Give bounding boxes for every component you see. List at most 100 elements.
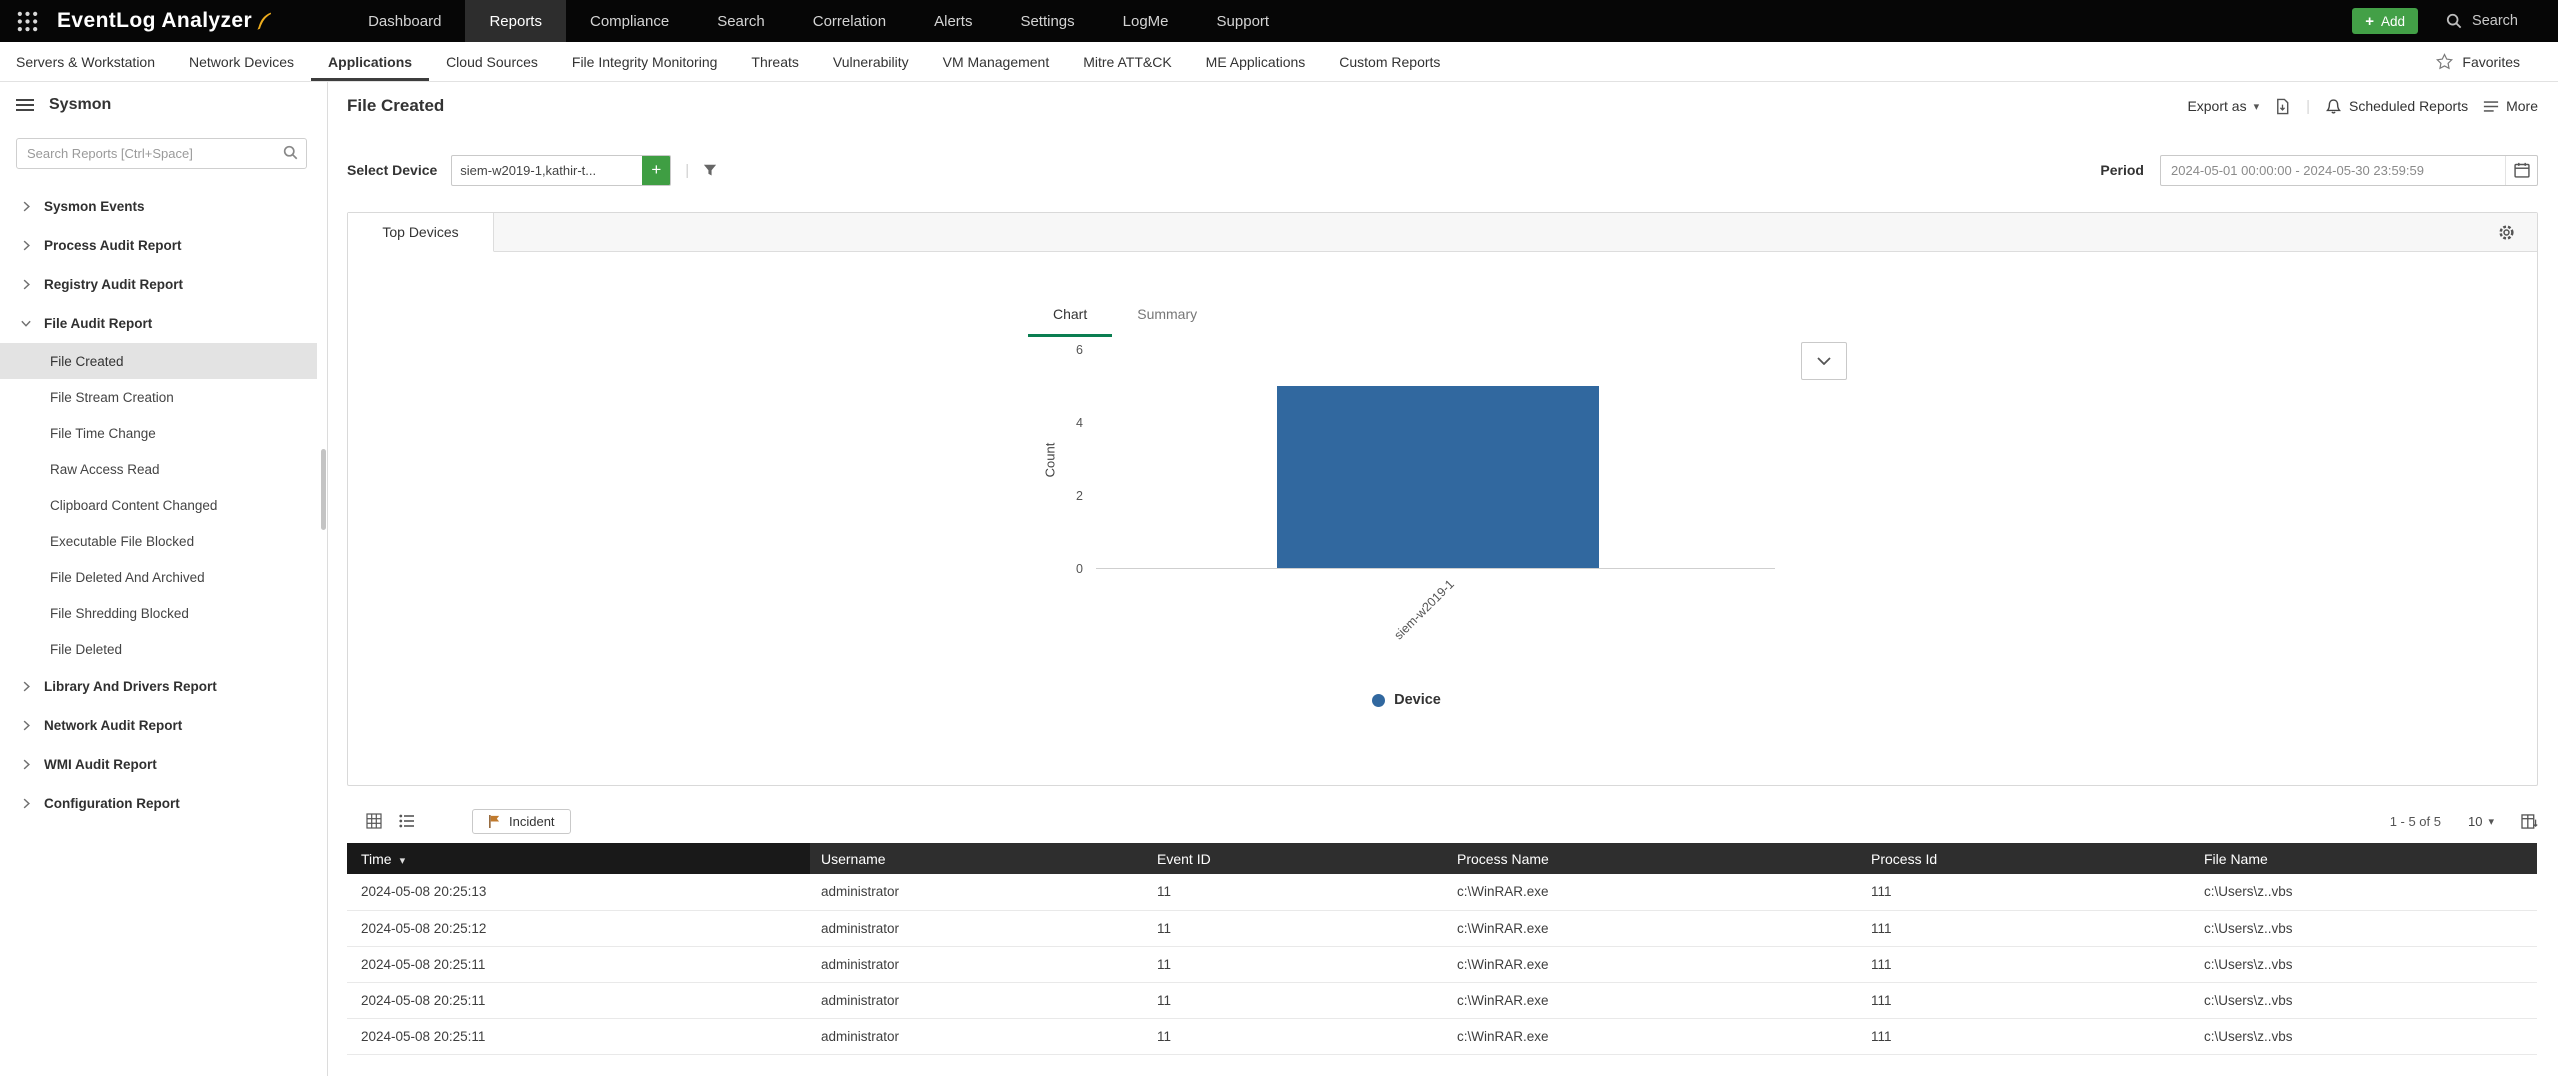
sidebar-item-file-stream-creation[interactable]: File Stream Creation [0,379,317,415]
column-header-process-id[interactable]: Process Id [1860,843,2193,874]
device-input[interactable] [452,162,643,178]
sidebar-group-process-audit-report[interactable]: Process Audit Report [0,226,327,265]
chart-bar[interactable] [1277,386,1599,568]
item-label: Clipboard Content Changed [50,497,218,513]
sidebar-group-wmi-audit-report[interactable]: WMI Audit Report [0,745,327,784]
table-row[interactable]: 2024-05-08 20:25:12 administrator 11 c:\… [347,910,2537,947]
nav-compliance[interactable]: Compliance [589,12,670,30]
nav-dashboard[interactable]: Dashboard [368,12,442,30]
list-view-button[interactable] [399,814,415,828]
subnav-vm-management[interactable]: VM Management [942,53,1050,70]
subnav-cloud-sources[interactable]: Cloud Sources [446,53,538,70]
table-toolbar: Incident 1 - 5 of 5 10 ▾ [347,807,2538,835]
period-input[interactable] [2161,162,2505,178]
column-label: Process Id [1871,850,1938,867]
add-device-button[interactable]: + [642,155,671,185]
subnav-network-devices[interactable]: Network Devices [189,53,295,70]
table-row[interactable]: 2024-05-08 20:25:13 administrator 11 c:\… [347,874,2537,911]
grid-view-button[interactable] [366,813,382,829]
table-columns-icon [2521,813,2538,829]
more-button[interactable]: More [2483,98,2538,114]
tab-chart[interactable]: Chart [1028,304,1113,337]
nav-settings[interactable]: Settings [1020,12,1075,30]
plot-area [1096,350,1775,569]
y-tick: 0 [1076,562,1083,576]
legend-label: Device [1394,692,1441,708]
sidebar-scrollbar[interactable] [321,449,326,530]
chart-summary-toggle: Chart Summary [1028,304,1222,337]
favorites-button[interactable]: Favorites [2436,42,2558,81]
export-as-label: Export as [2187,98,2247,114]
item-label: File Deleted [50,641,123,657]
group-label: Sysmon Events [44,199,145,214]
report-content: File Created Export as ▾ | Scheduled Rep… [328,82,2558,1076]
table-row[interactable]: 2024-05-08 20:25:11 administrator 11 c:\… [347,946,2537,983]
incident-button[interactable]: Incident [472,808,571,834]
sidebar-item-executable-file-blocked[interactable]: Executable File Blocked [0,523,317,559]
sidebar-group-library-and-drivers-report[interactable]: Library And Drivers Report [0,667,327,706]
cell-process-name: c:\WinRAR.exe [1446,874,1860,911]
plus-icon: + [651,160,662,179]
cell-file-name: c:\Users\z..vbs [2193,910,2537,947]
nav-alerts[interactable]: Alerts [934,12,973,30]
app-logo[interactable]: EventLog Analyzer [57,9,272,33]
gear-icon[interactable] [2498,224,2515,241]
table-row[interactable]: 2024-05-08 20:25:11 administrator 11 c:\… [347,982,2537,1019]
nav-correlation[interactable]: Correlation [812,12,887,30]
sidebar-item-file-deleted[interactable]: File Deleted [0,631,317,667]
app-launcher-icon[interactable] [16,10,39,33]
nav-search[interactable]: Search [717,12,765,30]
sidebar-item-file-shredding-blocked[interactable]: File Shredding Blocked [0,595,317,631]
sidebar-group-sysmon-events[interactable]: Sysmon Events [0,187,327,226]
sidebar-group-configuration-report[interactable]: Configuration Report [0,784,327,823]
column-header-username[interactable]: Username [810,843,1146,874]
nav-reports[interactable]: Reports [465,0,566,42]
column-label: Process Name [1457,850,1549,867]
export-file-button[interactable] [2274,98,2291,115]
sidebar-group-file-audit-report[interactable]: File Audit Report [0,304,327,343]
column-header-time[interactable]: Time ▾ [347,843,810,874]
bell-icon [2326,98,2341,114]
tab-top-devices[interactable]: Top Devices [348,213,494,252]
list-view-icon [399,814,414,828]
global-search-button[interactable]: Search [2446,13,2518,29]
chart-legend[interactable]: Device [1038,692,1775,708]
export-as-button[interactable]: Export as ▾ [2187,98,2259,114]
subnav-vulnerability[interactable]: Vulnerability [832,53,909,70]
sidebar-item-raw-access-read[interactable]: Raw Access Read [0,451,317,487]
sidebar-item-file-created[interactable]: File Created [0,343,317,379]
sidebar-item-clipboard-content-changed[interactable]: Clipboard Content Changed [0,487,317,523]
table-row[interactable]: 2024-05-08 20:25:11 administrator 11 c:\… [347,1018,2537,1055]
sidebar-group-network-audit-report[interactable]: Network Audit Report [0,706,327,745]
scheduled-reports-button[interactable]: Scheduled Reports [2325,98,2468,115]
subnav-file-integrity-monitoring[interactable]: File Integrity Monitoring [571,53,718,70]
subnav-servers-workstation[interactable]: Servers & Workstation [16,53,156,70]
filter-icon[interactable] [703,163,717,177]
add-button[interactable]: + Add [2352,8,2419,34]
column-header-event-id[interactable]: Event ID [1146,843,1446,874]
sidebar-group-registry-audit-report[interactable]: Registry Audit Report [0,265,327,304]
sidebar-item-file-time-change[interactable]: File Time Change [0,415,317,451]
subnav-mitre-attck[interactable]: Mitre ATT&CK [1083,53,1172,70]
sidebar-item-file-deleted-and-archived[interactable]: File Deleted And Archived [0,559,317,595]
nav-logme[interactable]: LogMe [1122,12,1169,30]
table-columns-button[interactable] [2521,813,2538,829]
nav-support[interactable]: Support [1216,12,1270,30]
subnav-custom-reports[interactable]: Custom Reports [1339,53,1441,70]
caret-down-icon: ▾ [2488,815,2494,828]
page-size-value: 10 [2468,813,2483,829]
column-header-process-name[interactable]: Process Name [1446,843,1860,874]
calendar-icon[interactable] [2505,155,2537,185]
report-search-input[interactable] [16,138,307,169]
grid-view-icon [366,813,382,829]
hamburger-icon[interactable] [16,98,34,112]
subnav-threats[interactable]: Threats [751,53,799,70]
subnav-me-applications[interactable]: ME Applications [1205,53,1306,70]
subnav-applications[interactable]: Applications [311,42,429,81]
tab-summary[interactable]: Summary [1137,306,1198,322]
results-table: Time ▾ Username Event ID Process Name Pro… [347,843,2537,1055]
column-header-file-name[interactable]: File Name [2193,843,2537,874]
page-size-select[interactable]: 10 ▾ [2468,814,2494,829]
chart-options-button[interactable] [1801,342,1847,380]
legend-swatch [1372,693,1386,707]
